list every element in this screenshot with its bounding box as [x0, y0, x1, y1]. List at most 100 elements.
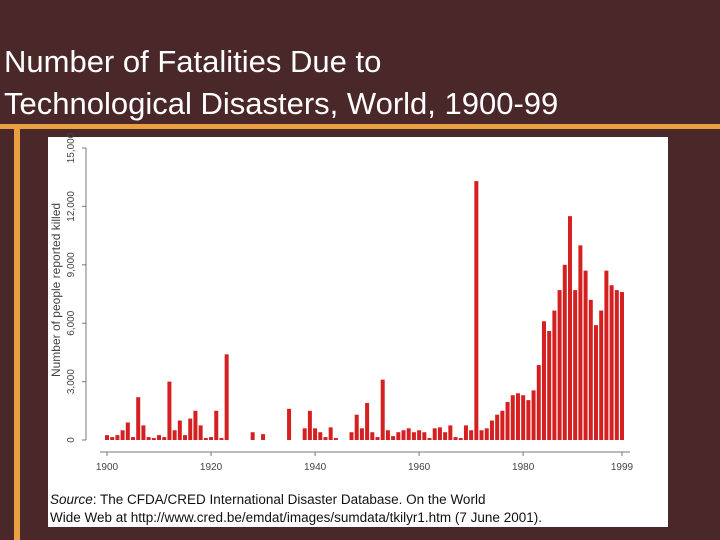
y-tick-label: 12,000 [66, 191, 77, 222]
bar [458, 438, 463, 440]
x-tick-label: 1999 [611, 462, 634, 473]
bar [172, 430, 177, 440]
bar [146, 437, 151, 440]
bar [620, 292, 624, 440]
bar [557, 290, 562, 440]
bar [209, 437, 214, 440]
bar [224, 354, 229, 440]
y-axis-label: Number of people reported killed [49, 203, 63, 377]
bar [188, 418, 193, 440]
bar [323, 437, 328, 440]
bar [370, 432, 375, 440]
bar [411, 432, 416, 440]
bar [552, 310, 557, 440]
source: Source: The CFDA/CRED International Disa… [50, 492, 485, 507]
bar [427, 438, 432, 440]
bar [151, 438, 156, 440]
bar [526, 400, 531, 440]
bar [261, 434, 266, 440]
bar [313, 428, 318, 440]
y-tick-label: 15,000 [66, 132, 77, 163]
bar [614, 290, 619, 440]
bar [183, 435, 188, 440]
bar [214, 410, 219, 440]
bar [354, 414, 359, 440]
bar [141, 425, 146, 440]
bar [521, 395, 526, 440]
bar [541, 321, 546, 440]
bar [359, 428, 364, 440]
bar [136, 397, 141, 440]
bar [432, 428, 437, 440]
bar [505, 402, 510, 440]
bar [583, 270, 588, 440]
bar [287, 408, 292, 440]
divider [0, 124, 720, 129]
bar [567, 216, 572, 440]
bar [250, 432, 255, 440]
bar [500, 410, 505, 440]
bar [448, 425, 453, 440]
bar [463, 425, 468, 440]
bar [328, 427, 333, 440]
bar [307, 410, 312, 440]
bar [177, 420, 182, 440]
bar [167, 381, 172, 440]
bar [125, 422, 130, 440]
bar [593, 325, 598, 440]
bar [375, 437, 380, 440]
bar [489, 420, 494, 440]
bar [547, 330, 552, 440]
bar [131, 437, 136, 440]
bar [484, 428, 489, 440]
bar [536, 365, 541, 440]
bar [157, 435, 162, 440]
bar [110, 437, 115, 440]
bar [198, 425, 203, 440]
bar [562, 264, 567, 440]
bar [443, 432, 448, 440]
bar [573, 290, 578, 440]
bar [453, 437, 458, 440]
bar [495, 414, 500, 440]
x-tick-label: 1960 [408, 462, 431, 473]
bar [437, 427, 442, 440]
source-label: Source [50, 492, 93, 507]
bar [162, 437, 167, 440]
bar [578, 245, 583, 440]
bar [219, 438, 224, 440]
source-text: Wide Web at http://www.cred.be/emdat/ima… [50, 510, 542, 525]
bar [406, 428, 411, 440]
bar [417, 430, 422, 440]
x-tick-label: 1940 [304, 462, 327, 473]
y-tick-label: 0 [66, 437, 77, 443]
bar [515, 393, 520, 440]
bar [510, 395, 515, 440]
bar [193, 410, 198, 440]
bar [531, 390, 536, 440]
x-tick-label: 1980 [512, 462, 535, 473]
bar [599, 310, 604, 440]
bar [120, 430, 125, 440]
source-text: : The CFDA/CRED International Disaster D… [93, 492, 486, 507]
bar [391, 436, 396, 440]
bar [385, 430, 390, 440]
bar [609, 285, 614, 440]
title-line: Technological Disasters, World, 1900-99 [4, 86, 558, 121]
bar [105, 435, 109, 440]
x-tick-label: 1900 [96, 462, 119, 473]
y-tick-label: 9,000 [66, 252, 77, 277]
bar [469, 430, 474, 440]
bar [349, 432, 354, 440]
side-bar [14, 124, 20, 540]
bar [318, 432, 323, 440]
bar [588, 299, 593, 440]
bar [115, 435, 120, 440]
bar [401, 430, 406, 440]
bar [396, 432, 401, 440]
y-tick-label: 6,000 [66, 310, 77, 335]
bar [302, 428, 307, 440]
title-line: Number of Fatalities Due to [4, 44, 381, 79]
bar [604, 270, 609, 440]
